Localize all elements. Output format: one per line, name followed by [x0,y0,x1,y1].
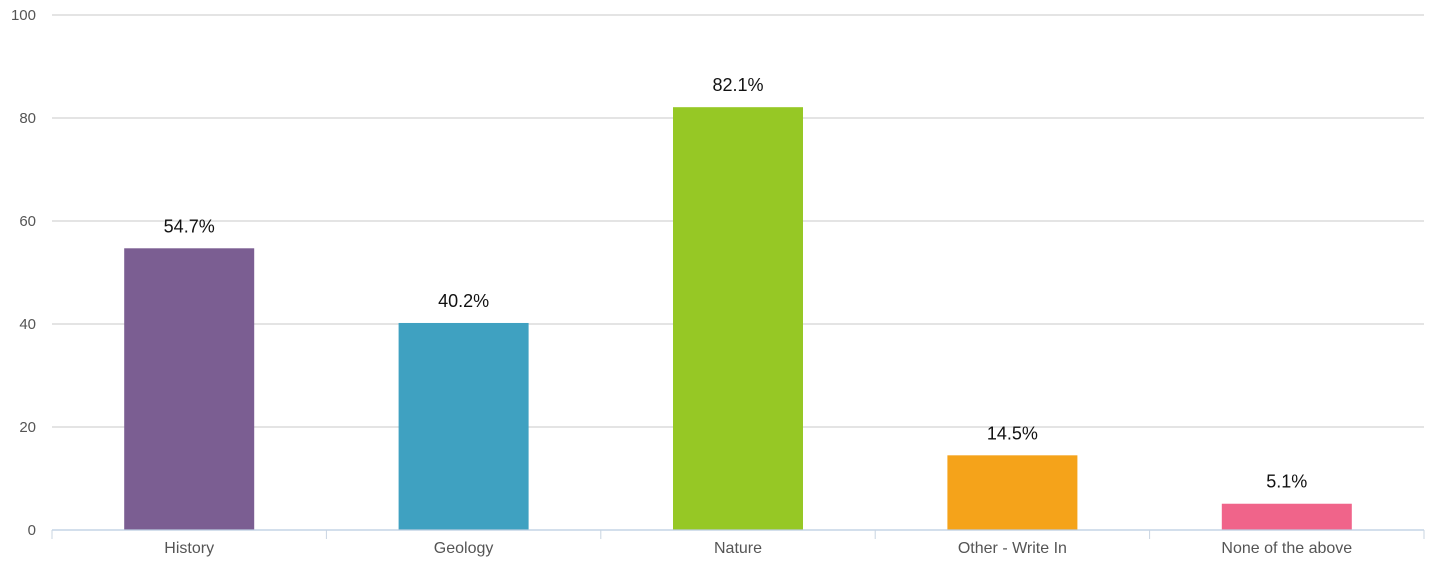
data-label-other-write-in: 14.5% [987,423,1038,443]
x-axis: History Geology Nature Other - Write In None… [51,529,1425,557]
data-labels: 54.7% 40.2% 82.1% 14.5% 5.1% [164,75,1308,492]
y-tick-label-20: 20 [19,419,36,436]
bar-geology [398,322,529,530]
y-tick-label-0: 0 [28,522,36,539]
data-label-none-of-the-above: 5.1% [1266,472,1307,492]
bar-none-of-the-above [1221,503,1352,530]
y-tick-label-60: 60 [19,213,36,230]
y-axis: 0 20 40 60 80 100 [11,7,36,539]
x-tick-label-nature: Nature [714,540,762,557]
bar-other-write-in [947,455,1078,530]
x-tick-label-other-write-in: Other - Write In [958,540,1067,557]
y-tick-label-100: 100 [11,7,36,24]
bar-history [124,248,255,531]
bar-nature [673,107,803,530]
bars [124,107,1352,531]
data-label-history: 54.7% [164,216,215,236]
data-label-nature: 82.1% [712,75,763,95]
x-tick-label-none-of-the-above: None of the above [1221,540,1352,557]
data-label-geology: 40.2% [438,291,489,311]
y-tick-label-80: 80 [19,110,36,127]
y-tick-label-40: 40 [19,316,36,333]
x-tick-label-geology: Geology [434,540,494,557]
x-tick-label-history: History [164,540,214,557]
